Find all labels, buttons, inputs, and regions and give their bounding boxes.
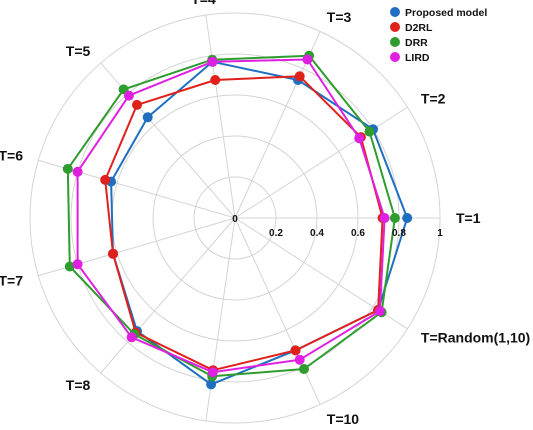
category-label: T=4 <box>191 0 216 7</box>
r-tick-label: 0.2 <box>269 228 283 239</box>
category-label: T=5 <box>66 43 91 59</box>
category-label: T=2 <box>421 91 446 107</box>
series-line-lird <box>76 58 386 374</box>
data-point <box>389 213 400 223</box>
series-line-proposed-model <box>110 60 409 386</box>
r-tick-label: 0.8 <box>392 228 406 239</box>
data-point <box>142 112 153 123</box>
grid-spoke <box>234 106 408 219</box>
grid-spoke <box>205 217 236 421</box>
category-label: T=1 <box>456 210 481 226</box>
data-point <box>302 54 313 65</box>
category-label: T=3 <box>327 9 352 25</box>
r-tick-label: 0.4 <box>310 228 324 239</box>
data-point <box>64 261 75 272</box>
legend-label: DRR <box>405 37 428 49</box>
data-point <box>207 367 218 378</box>
category-label: T=8 <box>66 377 91 393</box>
data-point <box>379 213 390 223</box>
data-point <box>72 259 83 270</box>
data-point <box>207 56 218 67</box>
data-point <box>364 126 375 137</box>
legend-marker <box>390 22 400 32</box>
data-point <box>132 99 142 110</box>
series-line-drr <box>66 54 396 378</box>
series-line-d2rl <box>104 75 384 372</box>
data-point <box>374 306 385 317</box>
legend-label: LIRD <box>405 52 430 64</box>
data-point <box>72 166 83 177</box>
legend-label: D2RL <box>405 22 433 34</box>
radar-series <box>62 50 413 390</box>
grid-spoke <box>100 217 236 374</box>
data-point <box>108 248 118 259</box>
category-label: T=6 <box>0 148 23 164</box>
legend: Proposed model D2RL DRR LIRD <box>390 7 487 64</box>
data-point <box>62 163 73 174</box>
category-label: T=9 <box>191 429 216 430</box>
data-point <box>402 213 413 223</box>
r-tick-label: 0 <box>232 214 238 225</box>
legend-marker <box>390 37 400 47</box>
data-point <box>210 75 221 85</box>
data-point <box>123 90 134 101</box>
data-point <box>290 345 301 356</box>
r-tick-label: 0.6 <box>351 228 365 239</box>
data-point <box>294 71 305 82</box>
grid-spoke <box>205 15 236 219</box>
data-point <box>206 379 217 390</box>
legend-label: Proposed model <box>405 7 487 19</box>
category-label: T=Random(1,10) <box>421 330 530 346</box>
legend-marker <box>390 52 400 62</box>
data-point <box>294 354 305 365</box>
r-tick-label: 1 <box>437 228 443 239</box>
data-point <box>126 332 137 343</box>
category-label: T=7 <box>0 272 23 288</box>
legend-marker <box>390 7 400 17</box>
category-label: T=10 <box>327 411 360 427</box>
data-point <box>100 174 111 185</box>
data-point <box>354 133 365 144</box>
data-point <box>299 364 309 374</box>
